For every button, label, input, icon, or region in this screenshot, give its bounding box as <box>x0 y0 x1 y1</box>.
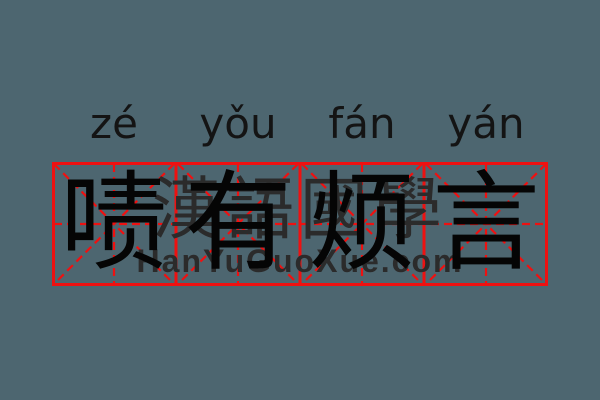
idiom-character-2: 有 <box>183 161 292 286</box>
pinyin-syllable-4: yán <box>447 99 525 148</box>
character-practice-grid <box>52 162 548 286</box>
grid-cell-guides <box>53 163 547 285</box>
idiom-character-3: 烦 <box>307 161 416 286</box>
pinyin-syllable-1: zé <box>90 99 138 148</box>
watermark-site-text: HanYuGuoXue.com <box>136 243 464 279</box>
pinyin-row: zé yǒu fán yán <box>52 98 548 150</box>
pinyin-syllable-2: yǒu <box>199 99 277 148</box>
watermark-cjk-text: 漢語國學 <box>151 171 449 250</box>
grid-cell-borders <box>52 162 548 286</box>
idiom-character-row: 啧 有 烦 言 <box>52 162 548 286</box>
mi-zi-ge-grid-lines <box>52 162 548 286</box>
pinyin-syllable-3: fán <box>328 99 396 148</box>
idiom-character-1: 啧 <box>59 161 168 286</box>
idiom-character-4: 言 <box>431 161 540 286</box>
